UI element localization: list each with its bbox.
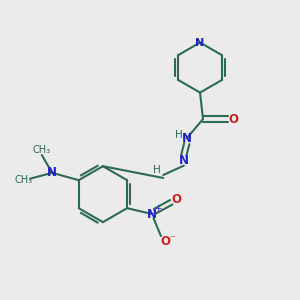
Text: +: +	[154, 204, 161, 213]
Text: CH₃: CH₃	[14, 175, 33, 185]
Text: H: H	[153, 165, 160, 175]
Text: O: O	[172, 193, 182, 206]
Text: O: O	[228, 112, 238, 126]
Text: O: O	[160, 235, 170, 248]
Text: N: N	[195, 38, 205, 47]
Text: ⁻: ⁻	[169, 235, 175, 245]
Text: N: N	[47, 166, 57, 179]
Text: CH₃: CH₃	[33, 145, 51, 155]
Text: N: N	[182, 132, 192, 145]
Text: N: N	[179, 154, 189, 167]
Text: H: H	[175, 130, 182, 140]
Text: N: N	[147, 208, 157, 220]
